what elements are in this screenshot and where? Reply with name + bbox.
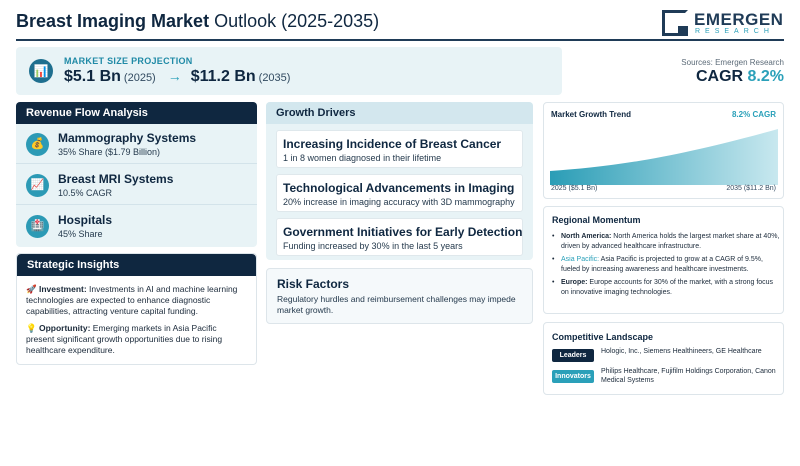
growth-driver-sub: 1 in 8 women diagnosed in their lifetime <box>283 153 442 163</box>
bar-chart-icon: 📊 <box>29 59 53 83</box>
region-label: Europe: <box>561 279 588 287</box>
page-title-rest: Outlook (2025-2035) <box>209 11 380 31</box>
regional-momentum-title: Regional Momentum <box>552 215 641 225</box>
growth-driver-sub: 20% increase in imaging accuracy with 3D… <box>283 197 515 207</box>
growth-driver: Increasing Incidence of Breast Cancer 1 … <box>276 130 523 168</box>
market-growth-trend-card: Market Growth Trend 8.2% CAGR 2025 ($5.1… <box>543 102 784 199</box>
page-title: Breast Imaging Market Outlook (2025-2035… <box>16 11 379 32</box>
investment-text: Investments in AI and machine learning t… <box>26 284 238 316</box>
arrow-right-icon: → <box>167 68 182 84</box>
risk-factors-title: Risk Factors <box>277 277 350 291</box>
innovators-tag: Innovators <box>552 370 594 383</box>
revenue-item-mri: 📈 Breast MRI Systems 10.5% CAGR <box>16 165 257 205</box>
revenue-flow-card: Revenue Flow Analysis 💰 Mammography Syst… <box>16 102 257 247</box>
projection-label: MARKET SIZE PROJECTION <box>64 56 193 66</box>
growth-drivers-title: Growth Drivers <box>266 102 533 124</box>
market-size-projection: 📊 MARKET SIZE PROJECTION $5.1 Bn (2025) → $… <box>16 47 562 95</box>
investment-label: Investment: <box>38 284 87 294</box>
projection-start-year: (2025) <box>123 72 156 84</box>
revenue-item-sub: 10.5% CAGR <box>58 188 113 198</box>
revenue-item-title: Hospitals <box>58 213 113 227</box>
revenue-item-sub: 45% Share <box>58 229 103 239</box>
strategic-insights-card: Strategic Insights 🚀 Investment: Investm… <box>16 253 257 365</box>
revenue-item-mammography: 💰 Mammography Systems 35% Share ($1.79 B… <box>16 124 257 164</box>
projection-start-value: $5.1 Bn <box>64 68 121 85</box>
cagr-headline: CAGR 8.2% <box>681 68 784 86</box>
risk-factors-text: Regulatory hurdles and reimbursement cha… <box>277 294 516 315</box>
trend-end-label: 2035 ($11.2 Bn) <box>726 185 776 192</box>
leaders-list: Hologic, Inc., Siemens Healthineers, GE … <box>601 348 762 355</box>
region-europe: Europe: Europe accounts for 30% of the m… <box>552 278 780 297</box>
lightbulb-icon: 💡 <box>26 323 37 333</box>
opportunity-label: Opportunity: <box>38 323 91 333</box>
region-label: North America: <box>561 233 612 240</box>
logo-word: EMERGEN <box>694 10 784 29</box>
sources-cagr: Sources: Emergen Research CAGR 8.2% <box>681 58 784 86</box>
trend-chart-icon: 📈 <box>26 174 49 197</box>
projection-values: $5.1 Bn (2025) → $11.2 Bn (2035) <box>64 68 290 86</box>
revenue-item-hospitals: 🏥 Hospitals 45% Share <box>16 206 257 246</box>
opportunity-insight: 💡 Opportunity: Emerging markets in Asia … <box>26 323 247 356</box>
competitive-landscape-title: Competitive Landscape <box>552 332 654 342</box>
hospital-icon: 🏥 <box>26 215 49 238</box>
leaders-tag: Leaders <box>552 349 594 362</box>
region-asia-pacific: Asia Pacific: Asia Pacific is projected … <box>552 255 780 274</box>
region-text: Asia Pacific is projected to grow at a C… <box>561 256 763 273</box>
growth-drivers-card: Growth Drivers Increasing Incidence of B… <box>266 102 533 260</box>
revenue-item-title: Mammography Systems <box>58 131 197 145</box>
region-label: Asia Pacific: <box>561 256 600 264</box>
growth-driver-title: Increasing Incidence of Breast Cancer <box>283 137 502 151</box>
revenue-item-title: Breast MRI Systems <box>58 172 174 186</box>
strategic-insights-title: Strategic Insights <box>17 254 256 276</box>
revenue-item-sub: 35% Share ($1.79 Billion) <box>58 147 161 157</box>
projection-end-year: (2035) <box>258 72 291 84</box>
logo-subtitle: RESEARCH <box>695 28 774 35</box>
sources-text: Sources: Emergen Research <box>681 58 784 67</box>
region-text: North America holds the largest market s… <box>561 233 780 250</box>
revenue-flow-title: Revenue Flow Analysis <box>16 102 257 124</box>
trend-cagr: 8.2% CAGR <box>731 110 776 119</box>
growth-driver-title: Technological Advancements in Imaging <box>283 181 515 195</box>
cagr-value: 8.2% <box>747 68 784 85</box>
growth-driver: Government Initiatives for Early Detecti… <box>276 218 523 256</box>
region-text: Europe accounts for 30% of the market, w… <box>561 279 774 296</box>
growth-driver: Technological Advancements in Imaging 20… <box>276 174 523 212</box>
projection-end-value: $11.2 Bn <box>190 68 256 85</box>
competitive-landscape-card: Competitive Landscape Leaders Hologic, I… <box>543 322 784 395</box>
growth-driver-sub: Funding increased by 30% in the last 5 y… <box>283 241 463 251</box>
risk-factors-card: Risk Factors Regulatory hurdles and reim… <box>266 268 533 324</box>
investment-insight: 🚀 Investment: Investments in AI and mach… <box>26 284 247 317</box>
growth-driver-title: Government Initiatives for Early Detecti… <box>283 225 523 239</box>
page-title-bold: Breast Imaging Market <box>16 11 210 31</box>
trend-area-graphic <box>550 129 778 185</box>
emergen-logo: EMERGEN RESEARCH <box>662 10 783 38</box>
regional-momentum-card: Regional Momentum North America: North A… <box>543 206 784 314</box>
rocket-icon: 🚀 <box>26 284 37 294</box>
logo-mark <box>662 10 688 36</box>
opportunity-text: Emerging markets in Asia Pacific present… <box>26 323 223 355</box>
cagr-label: CAGR <box>695 68 744 85</box>
trend-start-label: 2025 ($5.1 Bn) <box>551 185 598 192</box>
regional-list: North America: North America holds the l… <box>552 232 780 302</box>
region-north-america: North America: North America holds the l… <box>552 232 780 251</box>
trend-title: Market Growth Trend <box>551 110 632 119</box>
header: Breast Imaging Market Outlook (2025-2035… <box>16 8 784 41</box>
innovators-list: Philips Healthcare, Fujifilm Holdings Co… <box>601 368 776 384</box>
money-bag-icon: 💰 <box>26 133 49 156</box>
